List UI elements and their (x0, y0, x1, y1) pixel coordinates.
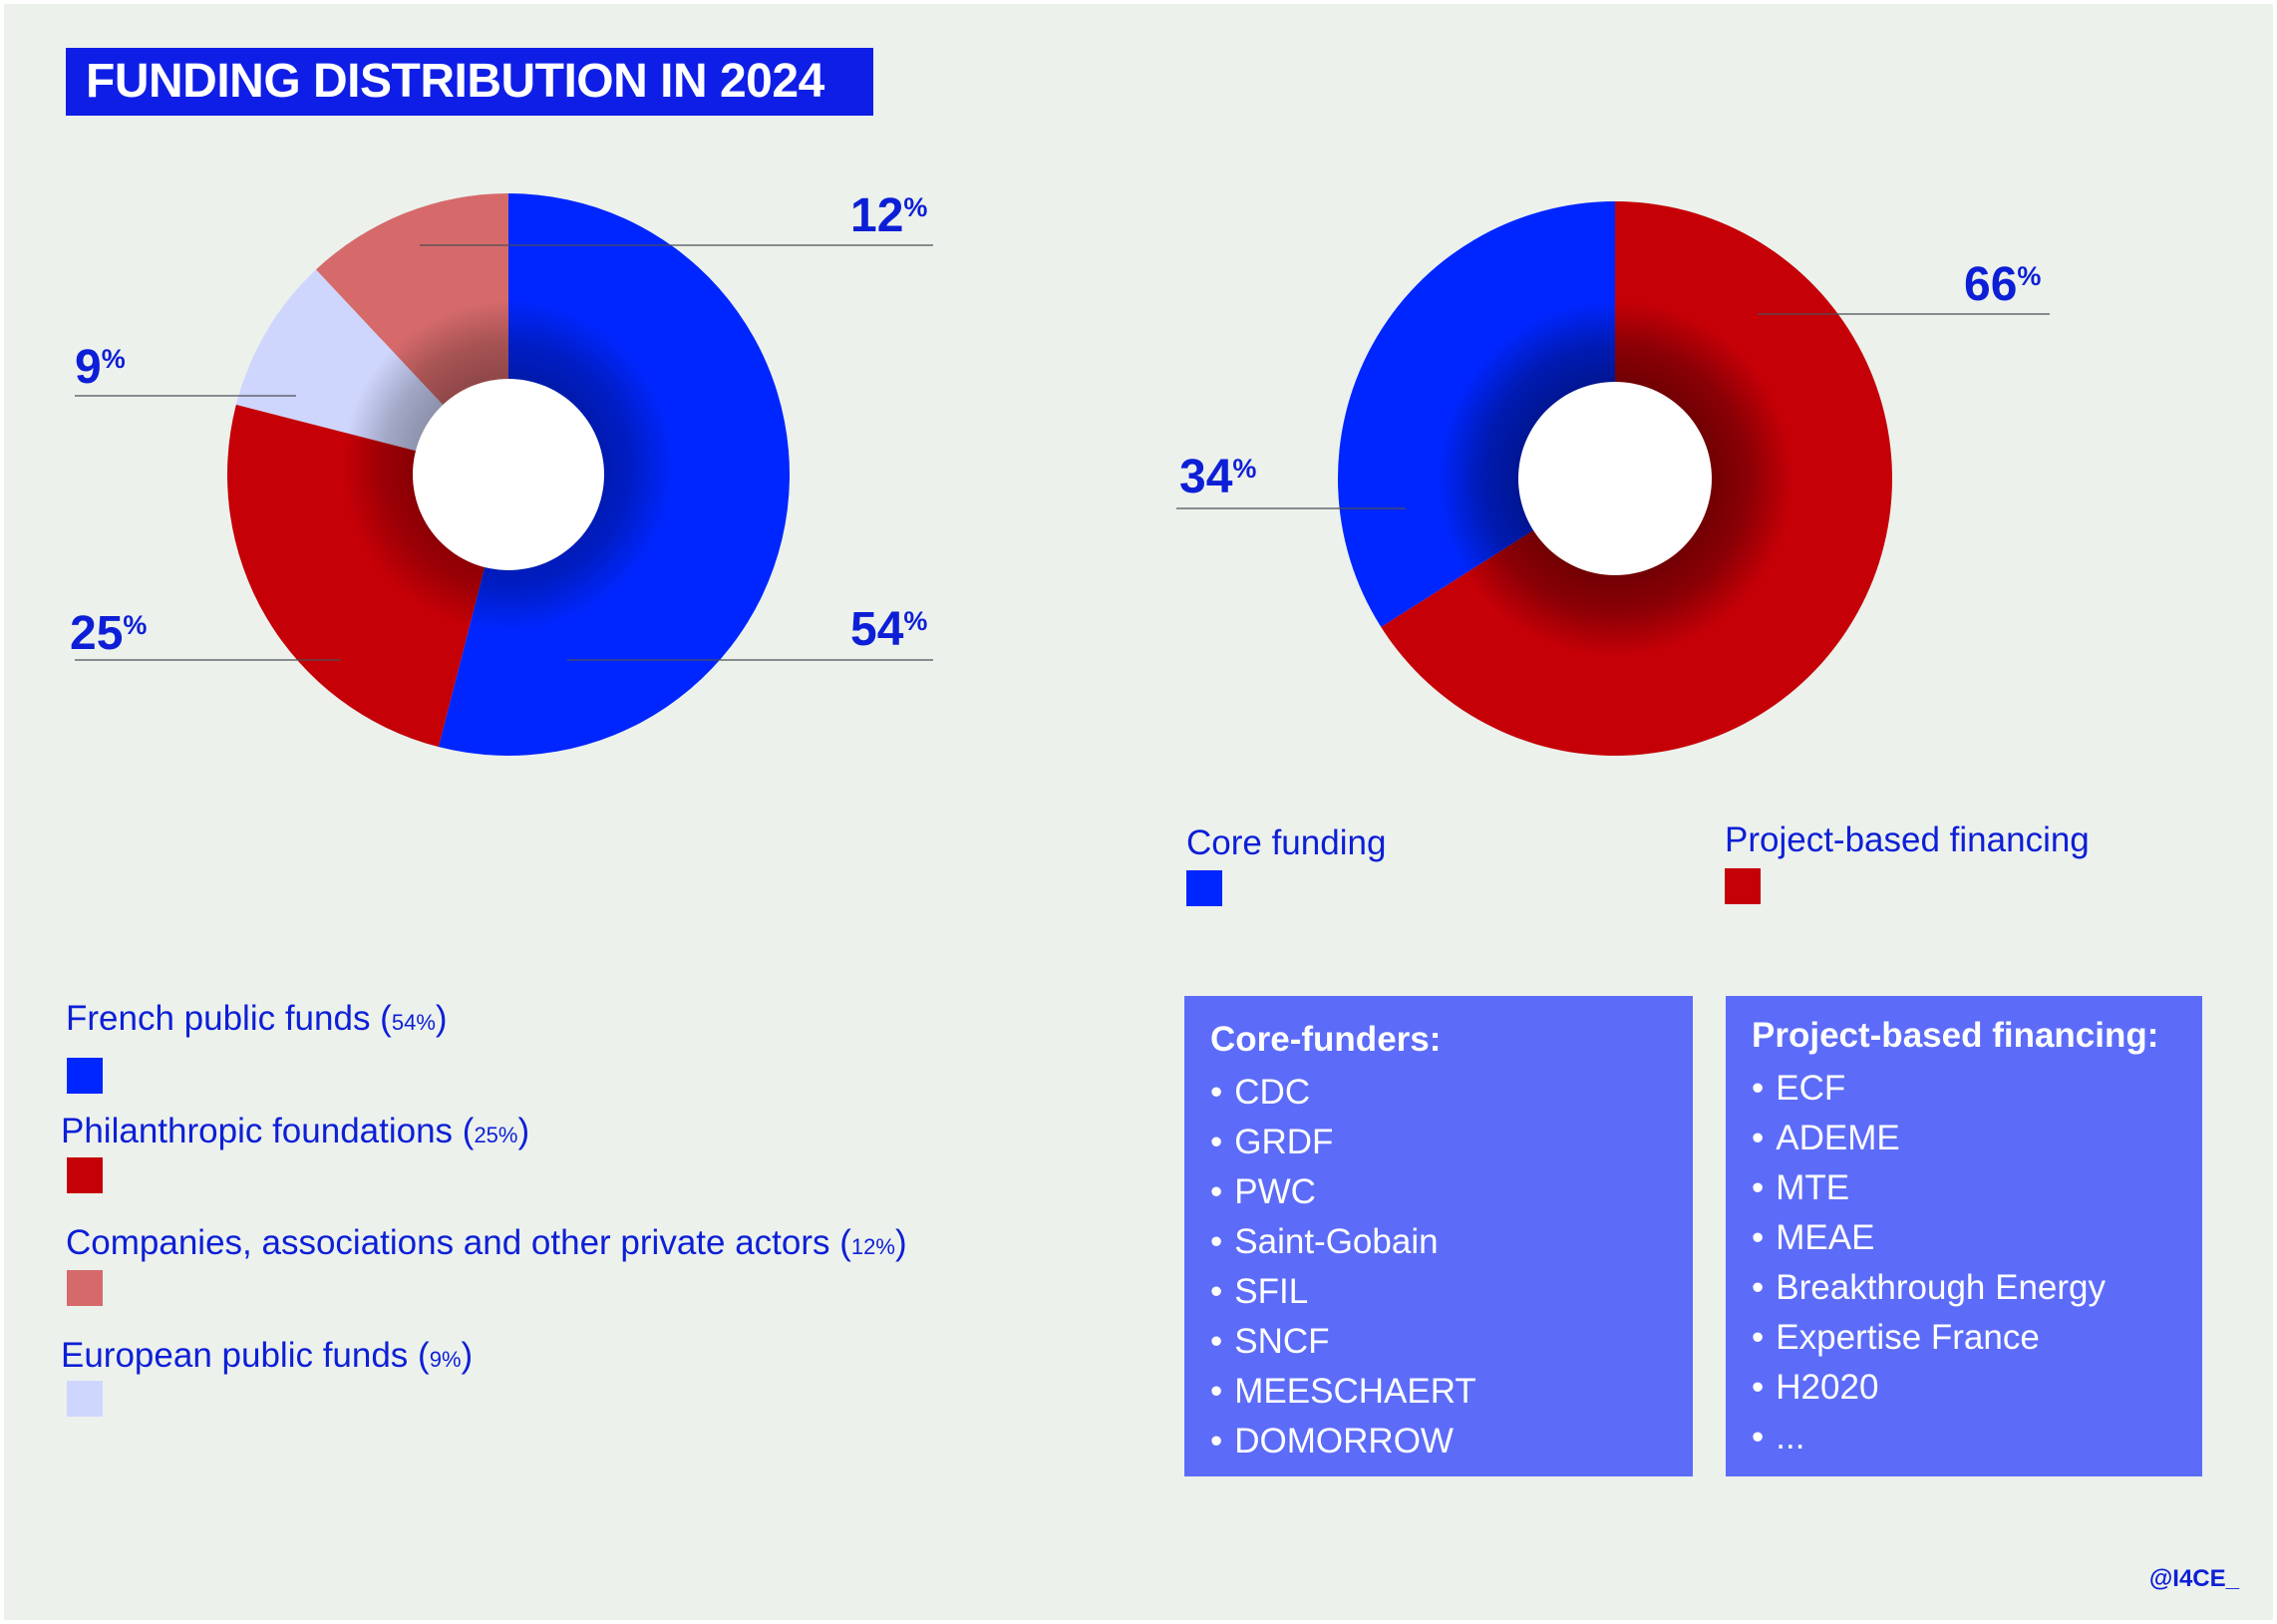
legend-label-core-funding: Core funding (1186, 823, 1387, 862)
list-item: H2020 (1752, 1363, 2202, 1413)
legend-swatch-french-public (67, 1058, 103, 1094)
list-item: MEAE (1752, 1213, 2202, 1263)
donut-chart-funding-sources (227, 193, 791, 756)
core-funders-title: Core-funders: (1210, 1020, 1442, 1059)
legend-label-philanthropic: Philanthropic foundations (25%) (61, 1112, 530, 1150)
legend-swatch-project-based (1725, 868, 1761, 904)
list-item: CDC (1210, 1068, 1693, 1118)
page-title: FUNDING DISTRIBUTION IN 2024 (66, 48, 873, 116)
data-label-project-based: 66% (1964, 258, 2042, 311)
legend-swatch-companies (67, 1270, 103, 1306)
data-label-philanthropic: 25% (70, 607, 148, 660)
legend-swatch-core-funding (1186, 870, 1222, 906)
list-item: SNCF (1210, 1317, 1693, 1367)
credit-handle: @I4CE_ (2148, 1565, 2239, 1592)
legend-label-french-public: French public funds (54%) (66, 999, 448, 1038)
legend-swatch-philanthropic (67, 1157, 103, 1193)
list-item: MTE (1752, 1163, 2202, 1213)
project-financing-list: ECF ADEME MTE MEAE Breakthrough Energy E… (1752, 1064, 2202, 1462)
project-financing-title: Project-based financing: (1752, 1016, 2159, 1055)
list-item: ADEME (1752, 1114, 2202, 1163)
donut-hole (413, 379, 604, 570)
list-item: Expertise France (1752, 1313, 2202, 1363)
label-leader-lines (75, 244, 2050, 661)
data-label-companies: 12% (850, 189, 928, 242)
data-label-french-public: 54% (850, 603, 928, 656)
list-item: ECF (1752, 1064, 2202, 1114)
donut-hole (1518, 382, 1712, 575)
legend-label-european: European public funds (9%) (61, 1336, 474, 1375)
data-label-core-funding: 34% (1179, 451, 1257, 503)
list-item: Breakthrough Energy (1752, 1263, 2202, 1313)
legend-label-companies: Companies, associations and other privat… (66, 1223, 907, 1262)
list-item: GRDF (1210, 1118, 1693, 1167)
list-item: ... (1752, 1413, 2202, 1462)
project-financing-box: Project-based financing: ECF ADEME MTE M… (1726, 996, 2202, 1476)
core-funders-box: Core-funders: CDC GRDF PWC Saint-Gobain … (1184, 996, 1693, 1476)
donut-chart-funding-type (1338, 201, 1893, 757)
list-item: Saint-Gobain (1210, 1217, 1693, 1267)
list-item: MEESCHAERT (1210, 1367, 1693, 1417)
legend-label-project-based: Project-based financing (1725, 820, 2090, 859)
list-item: PWC (1210, 1167, 1693, 1217)
list-item: DOMORROW (1210, 1417, 1693, 1466)
list-item: SFIL (1210, 1267, 1693, 1317)
legend-swatch-european (67, 1381, 103, 1417)
data-label-european: 9% (75, 341, 126, 394)
core-funders-list: CDC GRDF PWC Saint-Gobain SFIL SNCF MEES… (1210, 1068, 1693, 1466)
